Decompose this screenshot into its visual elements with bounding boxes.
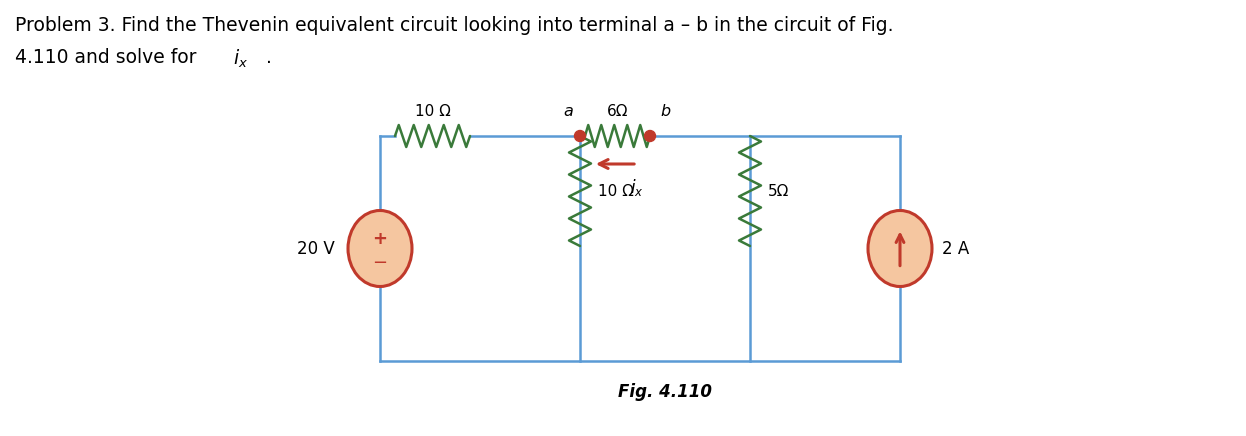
Text: 10 Ω: 10 Ω bbox=[415, 104, 451, 119]
Text: a: a bbox=[563, 104, 573, 119]
Text: $i_x$: $i_x$ bbox=[630, 177, 644, 198]
Text: 5Ω: 5Ω bbox=[768, 184, 790, 198]
Text: $i_x$: $i_x$ bbox=[233, 48, 248, 70]
Circle shape bbox=[644, 130, 655, 142]
Text: +: + bbox=[373, 229, 388, 248]
Ellipse shape bbox=[348, 211, 412, 286]
Text: 2 A: 2 A bbox=[942, 239, 969, 258]
Text: 4.110 and solve for: 4.110 and solve for bbox=[15, 48, 203, 67]
Text: 10 Ω: 10 Ω bbox=[598, 184, 634, 198]
Circle shape bbox=[574, 130, 586, 142]
Text: .: . bbox=[260, 48, 272, 67]
Text: 6Ω: 6Ω bbox=[607, 104, 628, 119]
Text: 20 V: 20 V bbox=[298, 239, 335, 258]
Text: Problem 3. Find the Thevenin equivalent circuit looking into terminal a – b in t: Problem 3. Find the Thevenin equivalent … bbox=[15, 16, 893, 35]
Text: −: − bbox=[373, 253, 388, 272]
Text: b: b bbox=[660, 104, 670, 119]
Text: Fig. 4.110: Fig. 4.110 bbox=[618, 383, 711, 401]
Ellipse shape bbox=[868, 211, 932, 286]
